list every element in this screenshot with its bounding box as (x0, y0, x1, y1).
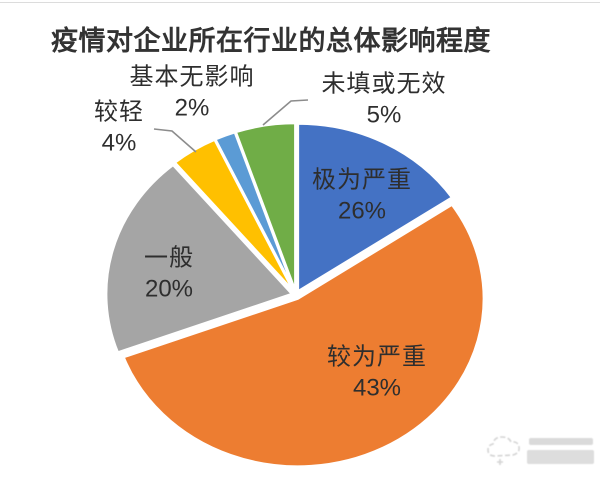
pie-label-percent: 26% (337, 197, 387, 224)
pie-label-percent: 43% (352, 374, 402, 401)
watermark-text-lines (527, 438, 594, 464)
pie-label-percent: 4% (101, 129, 137, 156)
pie-label-name: 较轻 (94, 98, 144, 126)
pie-label-name: 未填或无效 (321, 70, 447, 98)
pie-label-name: 一般 (144, 244, 194, 272)
leader-line-blank-or-invalid (262, 99, 309, 126)
pie-label-percent: 20% (144, 275, 194, 302)
pie-slice-moderate (104, 163, 294, 354)
pie-slice-extremely-severe (296, 122, 454, 293)
pie-label-moderate: 一般 20% (144, 243, 194, 304)
pie-slice-blank-or-invalid (234, 121, 297, 293)
pie-label-fairly-severe: 较为严重 43% (327, 342, 427, 403)
pie-slice-fairly-severe (122, 203, 486, 468)
pie-label-extremely-severe: 极为严重 26% (312, 165, 412, 226)
watermark (487, 436, 594, 465)
pie-label-percent: 2% (174, 94, 210, 121)
pie-label-blank-or-invalid: 未填或无效 5% (322, 69, 447, 130)
top-divider-line (0, 2, 600, 3)
pie-label-percent: 5% (366, 101, 402, 128)
pie-label-name: 极为严重 (312, 166, 412, 194)
cloud-logo-icon (487, 436, 520, 465)
pie-label-name: 基本无影响 (129, 63, 255, 91)
pie-label-no-impact: 基本无影响 2% (130, 62, 255, 123)
pie-label-name: 较为严重 (327, 343, 427, 371)
leader-line-mild (153, 128, 197, 153)
chart-title: 疫情对企业所在行业的总体影响程度 (51, 26, 491, 56)
pie-label-mild: 较轻 4% (94, 97, 144, 158)
